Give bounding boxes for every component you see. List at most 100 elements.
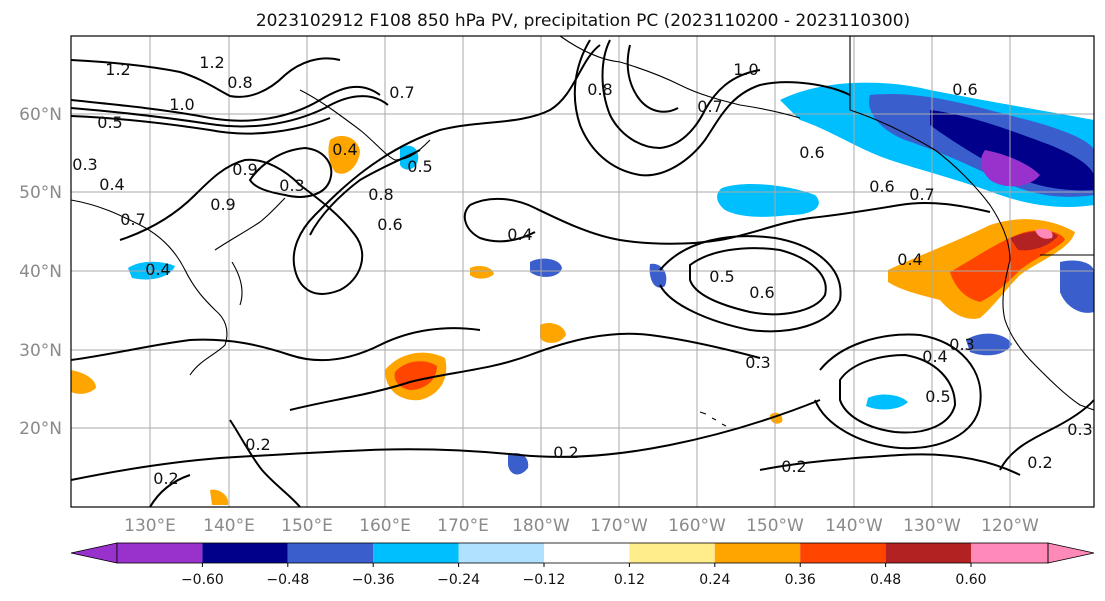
contour-label: 0.2 [553,443,578,462]
pv-contour [659,235,842,333]
contour-label: 0.8 [227,73,252,92]
contour-label: 0.6 [799,143,824,162]
pv-contour [999,399,1095,471]
map-frame [70,35,1095,508]
colorbar: −0.60 −0.48 −0.36 −0.24 −0.12 0.12 0.24 … [70,542,1095,588]
pv-contour [689,247,827,316]
colorbar-segment [117,543,203,563]
contour-label: 1.0 [733,60,758,79]
precip-negative-northeast-max [930,110,1094,191]
map-panel: 1.2 1.2 1.0 0.5 0.3 0.4 0.7 0.9 0.8 0.3 … [70,35,1095,508]
colorbar-extend-low [70,542,118,564]
pv-contour [814,333,982,450]
pv-contour [119,44,601,295]
precip-positive-kamchatka [328,136,360,174]
contour-label: 1.2 [105,60,130,79]
lon-label: 120°W [981,516,1039,536]
lon-label: 140°W [825,516,883,536]
lat-label: 40°N [19,262,62,282]
colorbar-segment [714,543,801,563]
lon-label: 160°E [359,516,411,536]
contour-label: 0.2 [245,435,270,454]
coastline-alaska [559,35,801,119]
contour-label: 0.4 [332,140,357,159]
contour-label: 0.6 [749,283,774,302]
precip-positive-south [210,489,229,505]
contour-label: 0.7 [120,210,145,229]
pv-contour [70,95,389,128]
colorbar-segment [885,543,971,563]
precip-negative-hawaii-north [649,263,667,288]
colorbar-segment [373,543,459,563]
contour-label: 0.4 [507,225,532,244]
longitude-labels: 130°E 140°E 150°E 160°E 170°E 180°W 170°… [124,516,1039,536]
lon-label: 150°W [746,516,804,536]
colorbar-tick-label: −0.24 [437,572,480,588]
lat-label: 50°N [19,183,62,203]
coastline-hawaii [699,411,727,427]
figure-title: 2023102912 F108 850 hPa PV, precipitatio… [256,11,910,31]
pv-contour [229,419,301,508]
contour-label: 0.7 [909,185,934,204]
colorbar-tick-label: 0.48 [870,572,901,588]
contour-label: 0.2 [153,469,178,488]
pv-contours [70,39,1095,508]
contour-label: 0.4 [897,250,922,269]
lon-label: 170°E [437,516,489,536]
contour-label: 0.8 [587,80,612,99]
precipitation-shading [71,82,1094,505]
colorbar-segment [458,543,544,563]
precip-positive-taiwan [71,370,96,394]
precip-negative-subtropic [508,453,529,475]
lon-label: 130°W [903,516,961,536]
pv-contour [759,453,1021,476]
lon-label: 180°W [512,516,570,536]
colorbar-segment [629,543,715,563]
pv-contour [248,146,333,198]
lon-label: 130°E [124,516,176,536]
colorbar-segment [202,543,288,563]
contour-label: 0.2 [1027,453,1052,472]
pv-contour [70,399,821,481]
lon-label: 150°E [281,516,333,536]
precip-negative-east [866,394,908,410]
colorbar-segment [287,543,374,563]
contour-label: 0.7 [389,83,414,102]
graticule [71,36,1094,507]
pv-contour [573,39,851,177]
contour-label: 0.3 [745,353,770,372]
pv-contour [601,39,761,150]
precip-positive-west-coast-extreme [1035,228,1053,239]
colorbar-segment [544,543,630,563]
pv-contour [289,332,761,411]
contour-label: 0.5 [97,113,122,132]
pv-contour [70,57,341,98]
precip-positive-dateline [540,323,566,343]
pv-contour [70,85,381,122]
contour-labels: 1.2 1.2 1.0 0.5 0.3 0.4 0.7 0.9 0.8 0.3 … [72,53,1092,488]
contour-label: 0.6 [952,80,977,99]
contour-label: 0.5 [407,157,432,176]
colorbar-tick-label: 0.24 [699,572,730,588]
contour-label: 1.0 [169,95,194,114]
pv-contour [469,197,991,245]
contour-label: 0.4 [922,347,947,366]
colorbar-extend-high [1047,542,1095,564]
colorbar-tick-label: 0.36 [785,572,816,588]
contour-label: 0.6 [869,177,894,196]
contour-label: 0.6 [377,215,402,234]
latitude-labels: 60°N 50°N 40°N 30°N 20°N [19,105,62,439]
contour-label: 0.2 [781,457,806,476]
contour-label: 0.3 [72,155,97,174]
pv-contour [463,204,536,243]
precip-positive-minor-1 [470,266,494,279]
contour-label: 0.3 [279,176,304,195]
contour-label: 0.8 [368,185,393,204]
colorbar-tick-label: 0.60 [955,572,986,588]
pv-contour [626,44,679,113]
pv-contour [309,149,421,236]
precip-negative-interior [1060,260,1094,313]
lat-label: 60°N [19,105,62,125]
lat-label: 30°N [19,341,62,361]
contour-label: 1.2 [199,53,224,72]
